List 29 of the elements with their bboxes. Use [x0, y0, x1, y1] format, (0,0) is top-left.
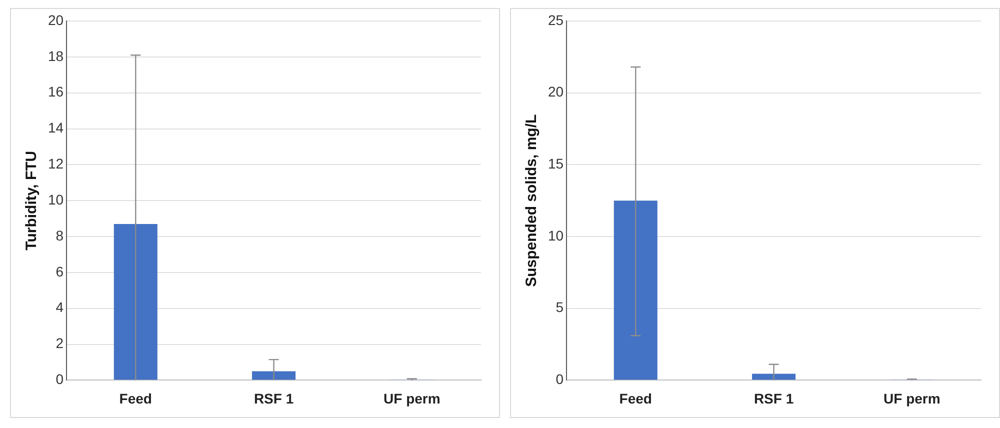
y-tick-label: 16 [48, 84, 64, 100]
y-tick-label: 2 [56, 335, 64, 352]
y-tick-label: 18 [48, 48, 64, 64]
bar [252, 371, 296, 380]
y-tick-label: 10 [48, 191, 64, 208]
y-tick-label: 6 [56, 263, 64, 280]
y-tick-label: 20 [548, 84, 564, 100]
y-tick-label: 5 [556, 299, 564, 316]
y-tick-label: 25 [548, 12, 564, 28]
x-tick-label: UF perm [884, 390, 940, 406]
x-tick-label: RSF 1 [254, 390, 294, 406]
x-tick-label: UF perm [384, 390, 440, 406]
bar [752, 374, 796, 380]
y-tick-label: 0 [556, 371, 564, 388]
x-tick-label: Feed [619, 390, 652, 406]
y-tick-label: 20 [48, 12, 64, 28]
y-tick-label: 15 [548, 156, 564, 172]
y-tick-label: 4 [56, 299, 64, 316]
x-tick-label: Feed [119, 390, 152, 406]
bar [114, 224, 158, 380]
y-axis-title: Suspended solids, mg/L [523, 114, 540, 287]
y-tick-label: 12 [48, 156, 64, 172]
y-tick-label: 8 [56, 227, 64, 244]
y-tick-label: 10 [548, 227, 564, 244]
y-axis-title: Turbidity, FTU [23, 150, 40, 250]
y-tick-label: 0 [56, 371, 64, 388]
bar [614, 200, 658, 380]
y-tick-label: 14 [48, 120, 64, 136]
x-tick-label: RSF 1 [754, 390, 794, 406]
